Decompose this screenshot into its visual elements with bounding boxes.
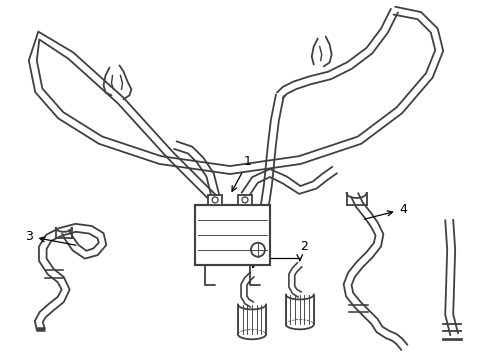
Circle shape bbox=[212, 197, 218, 203]
FancyBboxPatch shape bbox=[238, 195, 251, 205]
FancyBboxPatch shape bbox=[208, 195, 222, 205]
Circle shape bbox=[250, 243, 264, 257]
Text: 1: 1 bbox=[232, 155, 251, 191]
Text: 4: 4 bbox=[364, 203, 407, 219]
Circle shape bbox=[242, 197, 247, 203]
Text: 3: 3 bbox=[25, 230, 76, 245]
Bar bbox=[195, 205, 269, 265]
Text: 2: 2 bbox=[299, 240, 307, 253]
